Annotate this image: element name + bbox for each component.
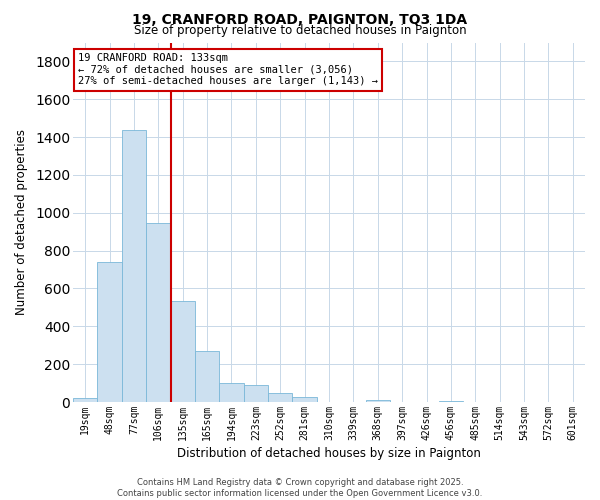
- Text: Contains HM Land Registry data © Crown copyright and database right 2025.
Contai: Contains HM Land Registry data © Crown c…: [118, 478, 482, 498]
- Bar: [292, 396, 317, 402]
- Bar: [219, 382, 244, 402]
- Text: 19, CRANFORD ROAD, PAIGNTON, TQ3 1DA: 19, CRANFORD ROAD, PAIGNTON, TQ3 1DA: [133, 12, 467, 26]
- X-axis label: Distribution of detached houses by size in Paignton: Distribution of detached houses by size …: [177, 447, 481, 460]
- Bar: [170, 301, 195, 402]
- Text: 19 CRANFORD ROAD: 133sqm
← 72% of detached houses are smaller (3,056)
27% of sem: 19 CRANFORD ROAD: 133sqm ← 72% of detach…: [78, 54, 378, 86]
- Bar: [439, 401, 463, 402]
- Bar: [73, 398, 97, 402]
- Y-axis label: Number of detached properties: Number of detached properties: [15, 130, 28, 316]
- Bar: [97, 262, 122, 402]
- Bar: [268, 392, 292, 402]
- Bar: [122, 130, 146, 402]
- Bar: [244, 385, 268, 402]
- Text: Size of property relative to detached houses in Paignton: Size of property relative to detached ho…: [134, 24, 466, 37]
- Bar: [195, 351, 219, 402]
- Bar: [146, 223, 170, 402]
- Bar: [365, 400, 390, 402]
